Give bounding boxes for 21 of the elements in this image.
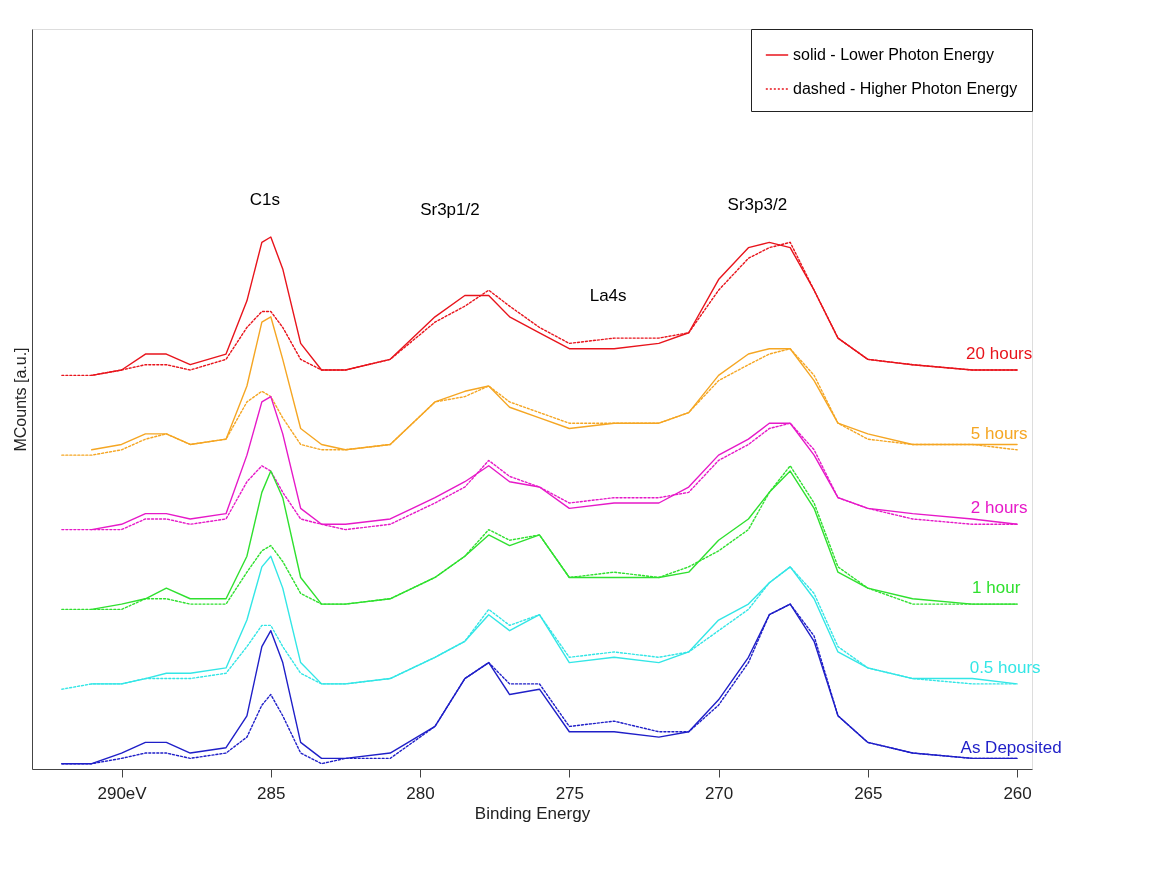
x-tick-label: 275 (555, 783, 584, 803)
x-tick-label: 285 (257, 783, 286, 803)
annotation: 20 hours (966, 344, 1033, 364)
legend-label: solid - Lower Photon Energy (793, 46, 994, 63)
x-tick-label: 290eV (97, 783, 148, 803)
annotation: 1 hour (972, 578, 1021, 598)
annotation: La4s (589, 285, 627, 305)
annotation: 5 hours (970, 423, 1028, 443)
text: Sr3p1/2 (420, 200, 480, 220)
x-tick-label: 280 (406, 783, 435, 803)
x-axis-title: Binding Energy (474, 803, 591, 823)
x-tick-label: 260 (1003, 783, 1032, 803)
y-axis-title: MCounts [a.u.] (11, 347, 29, 452)
annotation: 2 hours (970, 498, 1028, 518)
text: C1s (249, 189, 280, 209)
x-tick-label: 270 (704, 783, 734, 803)
annotation: 0.5 hours (969, 657, 1041, 677)
text: Sr3p3/2 (727, 195, 788, 215)
annotation: As Deposited (960, 737, 1062, 757)
legend-label: dashed - Higher Photon Energy (793, 80, 1018, 97)
x-tick-label: 265 (854, 783, 883, 803)
